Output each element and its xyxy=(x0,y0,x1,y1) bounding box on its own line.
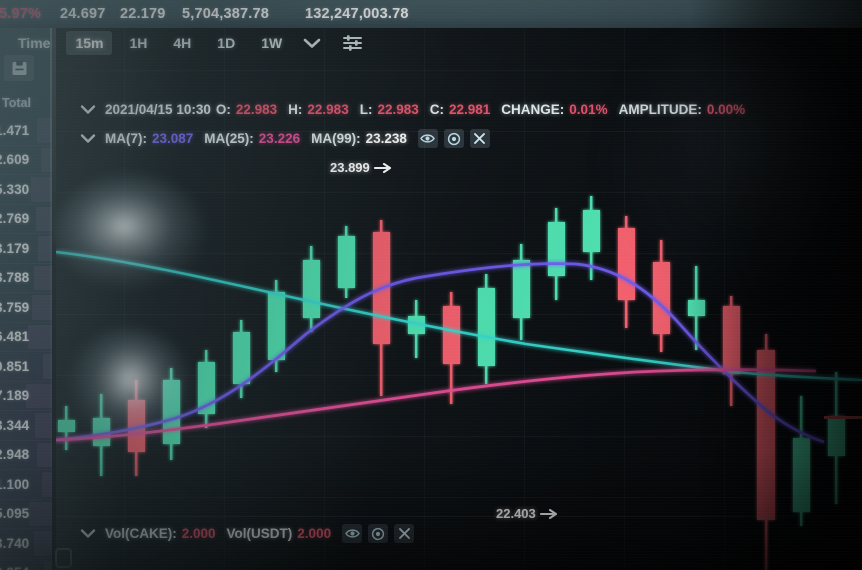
volume-info-row: Vol(CAKE): 2.000 Vol(USDT) 2.000 xyxy=(80,524,420,543)
drawing-tool-chip[interactable] xyxy=(55,548,72,568)
order-book-total: 2.769 xyxy=(0,211,30,227)
moving-average-info-row: MA(7): 23.087 MA(25): 23.226 MA(99): 23.… xyxy=(80,129,496,148)
amplitude-label: AMPLITUDE: xyxy=(618,102,702,117)
chart-settings-sliders-icon[interactable] xyxy=(343,34,363,52)
order-book-row[interactable]: 3.344 xyxy=(0,411,52,441)
order-book-total: 1.100 xyxy=(0,476,30,492)
ohlc-datetime: 2021/04/15 10:30 xyxy=(105,102,211,117)
ma99-label: MA(99): xyxy=(311,131,361,146)
amplitude-value: 0.00% xyxy=(706,102,746,117)
ma7-label: MA(7): xyxy=(105,131,147,146)
ma99-value: 23.238 xyxy=(365,131,407,146)
order-book-total: 6.481 xyxy=(0,329,30,345)
close-x-icon[interactable] xyxy=(469,129,490,148)
change-percent: -5.97% xyxy=(0,6,42,22)
volume-divider xyxy=(56,516,862,517)
order-book-total: 3.740 xyxy=(0,535,30,551)
low-price-value: 22.403 xyxy=(496,506,536,521)
timeframe-15m[interactable]: 15m xyxy=(66,31,113,55)
ma25-label: MA(25): xyxy=(204,131,254,146)
order-book-row[interactable]: 5.330 xyxy=(0,175,52,205)
order-book-total: 5.095 xyxy=(0,506,30,522)
timeframe-1w[interactable]: 1W xyxy=(261,35,283,51)
volume-quote-value: 2.000 xyxy=(297,526,332,541)
timeframe-1d[interactable]: 1D xyxy=(217,35,236,51)
order-book-total: 0.851 xyxy=(0,358,30,374)
ma7-value: 23.087 xyxy=(152,131,194,146)
ticker-header: -5.97% 24.697 22.179 5,704,387.78 132,24… xyxy=(0,0,862,28)
close-label: C: xyxy=(429,102,444,117)
timeframe-4h[interactable]: 4H xyxy=(173,35,192,51)
volume-base-label: Vol(CAKE): xyxy=(105,526,177,541)
chevron-down-icon[interactable] xyxy=(303,37,321,49)
high-price-value: 23.899 xyxy=(330,160,370,175)
order-book-total: 7.189 xyxy=(0,388,30,404)
ticker-low: 22.179 xyxy=(120,6,166,22)
ohlc-info-row: 2021/04/15 10:30 O: 22.983 H: 22.983 L: … xyxy=(80,102,756,117)
order-book-row[interactable]: 7.189 xyxy=(0,382,52,411)
volume-base-value: 2.000 xyxy=(181,526,216,541)
low-value: 22.983 xyxy=(377,102,419,117)
eye-visibility-icon[interactable] xyxy=(342,524,363,543)
order-book-total: 2.948 xyxy=(0,447,30,463)
time-label: Time xyxy=(18,35,51,51)
order-book-rows: 1.471 2.609 5.330 2.769 3.179 3.788 3.75… xyxy=(0,116,52,570)
order-book-row[interactable]: 0.851 xyxy=(0,352,52,382)
ma25-value: 23.226 xyxy=(258,131,301,146)
order-book-row[interactable]: 1.471 xyxy=(0,116,52,146)
order-book-row[interactable]: 3.740 xyxy=(0,529,52,559)
order-book-sidebar[interactable]: Total 1.471 2.609 5.330 2.769 3.179 3.78… xyxy=(0,28,52,570)
order-book-total: 3.788 xyxy=(0,270,30,286)
close-x-icon[interactable] xyxy=(394,524,415,543)
ticker-volume-quote: 132,247,003.78 xyxy=(305,6,409,22)
order-book-row[interactable]: 2.769 xyxy=(0,205,52,234)
order-book-row[interactable]: 2.948 xyxy=(0,441,52,470)
chevron-down-icon[interactable] xyxy=(80,104,96,115)
order-book-total: 2.609 xyxy=(0,152,30,168)
candle-series xyxy=(58,196,845,570)
order-book-row[interactable]: 1.100 xyxy=(0,470,52,500)
order-book-total: 3.759 xyxy=(0,299,30,315)
order-book-row[interactable]: 3.179 xyxy=(0,234,52,264)
order-book-row[interactable]: 3.788 xyxy=(0,264,52,293)
chevron-down-icon[interactable] xyxy=(80,133,96,144)
target-settings-icon[interactable] xyxy=(443,129,464,148)
order-book-total: 0.954 xyxy=(0,565,29,570)
order-book-total-header: Total xyxy=(2,96,31,110)
last-price-marker xyxy=(824,416,862,419)
order-book-total: 3.179 xyxy=(0,240,30,256)
sidebar-edge-divider xyxy=(50,28,56,570)
close-value: 22.981 xyxy=(449,102,491,117)
timeframe-1h[interactable]: 1H xyxy=(129,35,148,51)
volume-quote-label: Vol(USDT) xyxy=(226,526,293,541)
target-settings-icon[interactable] xyxy=(368,524,389,543)
high-label: H: xyxy=(288,102,303,117)
open-value: 22.983 xyxy=(235,102,278,117)
high-value: 22.983 xyxy=(307,102,349,117)
order-book-row[interactable]: 5.095 xyxy=(0,500,52,529)
order-book-total: 1.471 xyxy=(0,122,30,138)
order-book-total: 5.330 xyxy=(0,181,30,197)
change-label: CHANGE: xyxy=(501,102,565,117)
chart-toolbar[interactable]: Time 15m 1H 4H 1D 1W xyxy=(18,26,363,60)
ticker-volume-base: 5,704,387.78 xyxy=(182,6,270,22)
change-value: 0.01% xyxy=(569,102,608,117)
low-price-annotation: 22.403 xyxy=(496,506,560,521)
eye-visibility-icon[interactable] xyxy=(417,129,438,148)
arrow-right-icon xyxy=(539,508,557,519)
order-book-total: 3.344 xyxy=(0,417,30,433)
chevron-down-icon[interactable] xyxy=(80,528,96,539)
order-book-row[interactable]: 0.954 xyxy=(0,559,52,570)
arrow-right-icon xyxy=(373,162,391,173)
ticker-high: 24.697 xyxy=(60,6,106,22)
order-book-row[interactable]: 6.481 xyxy=(0,323,52,352)
order-book-row[interactable]: 2.609 xyxy=(0,146,52,175)
high-price-annotation: 23.899 xyxy=(330,160,394,175)
open-label: O: xyxy=(215,102,231,117)
order-book-row[interactable]: 3.759 xyxy=(0,293,52,323)
low-label: L: xyxy=(359,102,373,117)
